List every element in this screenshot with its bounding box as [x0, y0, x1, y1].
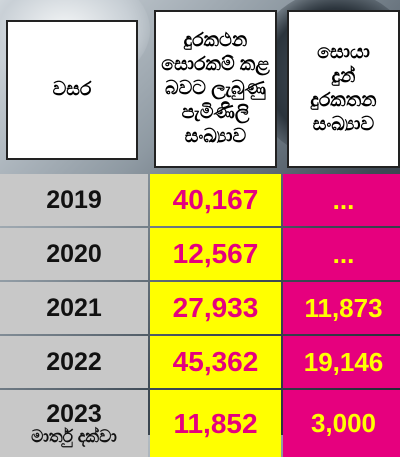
header-reported-line: දුරකථන: [183, 30, 248, 51]
header-found-line: දුරකතන: [310, 90, 377, 111]
year-cell: 2022: [0, 336, 148, 388]
year-sublabel: මාර්තු දක්වා: [31, 426, 117, 446]
reported-count-cell: 12,567: [150, 228, 281, 280]
stats-table: වසර දුරකථන සොරකම් කළ බවට ලැබුණු පැමිණිලි…: [0, 10, 400, 457]
header-found: සොයා දුන් දුරකතන සංඛ්‍යාව: [287, 10, 400, 168]
header-reported-line: සොරකම් කළ: [161, 54, 270, 75]
year-cell: 2023 මාර්තු දක්වා: [0, 390, 148, 457]
reported-count-cell: 40,167: [150, 174, 281, 226]
found-count-cell: 3,000: [283, 390, 400, 457]
year-label: 2023: [46, 399, 102, 428]
header-reported: දුරකථන සොරකම් කළ බවට ලැබුණු පැමිණිලි සංඛ…: [154, 10, 277, 168]
year-cell: 2019: [0, 174, 148, 226]
year-cell: 2020: [0, 228, 148, 280]
found-count-cell: 19,146: [283, 336, 400, 388]
header-found-line: සංඛ්‍යාව: [312, 114, 375, 135]
reported-count-cell: 45,362: [150, 336, 281, 388]
header-found-line: සොයා: [317, 42, 370, 63]
found-count-cell: ...: [283, 174, 400, 226]
year-cell: 2021: [0, 282, 148, 334]
reported-count-cell: 27,933: [150, 282, 281, 334]
reported-count-cell: 11,852: [150, 390, 281, 457]
header-reported-line: සංඛ්‍යාව: [184, 126, 247, 147]
header-reported-line: බවට ලැබුණු: [165, 78, 266, 99]
found-count-cell: 11,873: [283, 282, 400, 334]
found-count-cell: ...: [283, 228, 400, 280]
header-reported-line: පැමිණිලි: [181, 102, 250, 123]
header-year: වසර: [6, 20, 138, 160]
header-found-line: දුන්: [331, 66, 356, 87]
